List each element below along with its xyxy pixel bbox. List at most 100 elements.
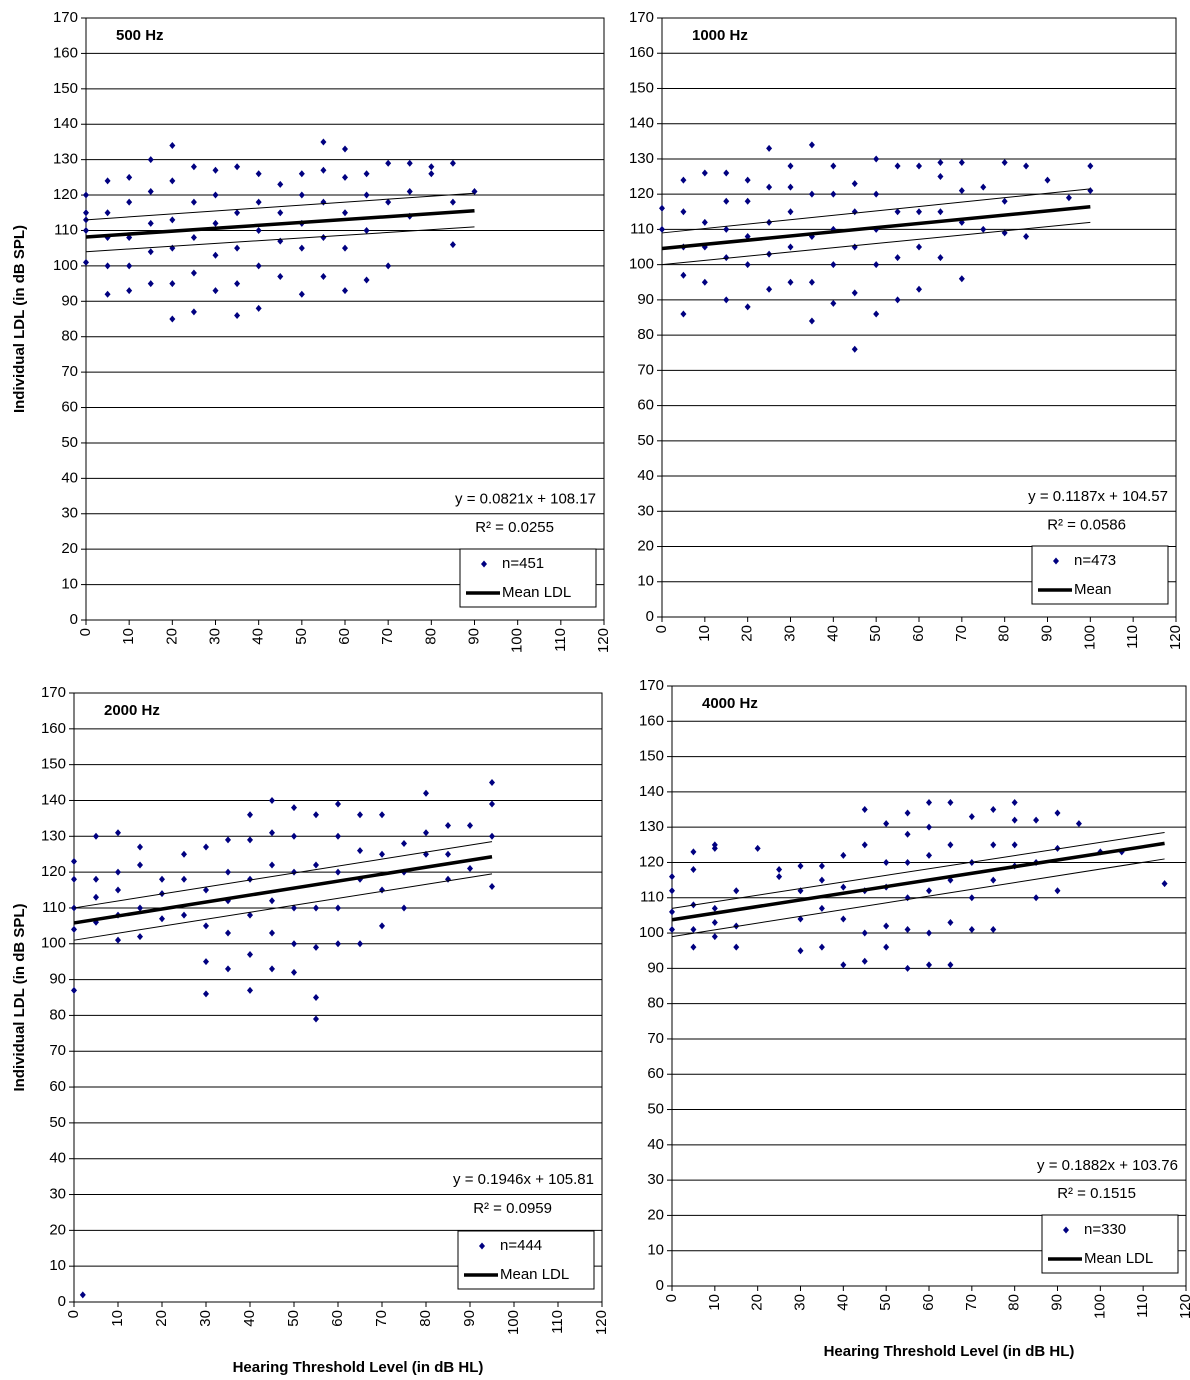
point (269, 965, 275, 973)
point (379, 811, 385, 819)
x-tick-label: 40 (250, 628, 267, 645)
panel-title: 2000 Hz (104, 702, 160, 719)
point (277, 237, 284, 245)
point (225, 965, 231, 973)
point (471, 188, 478, 196)
point (342, 209, 348, 217)
point (808, 317, 815, 325)
point (269, 929, 275, 937)
bound-line (661, 221, 1091, 266)
point (335, 904, 341, 912)
y-tick-label: 90 (647, 959, 664, 976)
point (701, 278, 708, 286)
point (190, 163, 197, 171)
point (1023, 162, 1030, 170)
point (335, 940, 341, 948)
y-tick-label: 170 (41, 684, 66, 701)
point (363, 191, 370, 199)
point (851, 289, 858, 297)
r-squared: R² = 0.1515 (1057, 1185, 1136, 1202)
point (93, 893, 99, 901)
point (980, 183, 987, 191)
point (225, 868, 231, 876)
point (711, 904, 718, 912)
point (926, 798, 932, 806)
point (115, 936, 121, 944)
x-tick-label: 40 (241, 1310, 258, 1327)
point (980, 225, 987, 233)
y-tick-label: 80 (637, 326, 654, 343)
point (1001, 197, 1008, 205)
panel-title: 500 Hz (116, 27, 164, 44)
point (93, 832, 99, 840)
point (840, 883, 847, 891)
point (787, 183, 794, 191)
bound-line (671, 858, 1165, 938)
point (873, 190, 880, 198)
point (71, 875, 77, 883)
point (723, 254, 730, 262)
point (723, 197, 730, 205)
y-tick-label: 100 (53, 257, 78, 274)
y-tick-label: 100 (629, 256, 654, 273)
y-axis-label: Individual LDL (in dB SPL) (11, 225, 28, 413)
point (947, 918, 954, 926)
point (680, 176, 687, 184)
point (342, 173, 348, 181)
plot-frame (671, 685, 1187, 1287)
point (851, 180, 858, 188)
point (169, 315, 176, 323)
point (830, 162, 837, 170)
point (797, 947, 804, 955)
point (379, 886, 385, 894)
point (203, 886, 209, 894)
panel: 0102030405060708090100110120130140150160… (11, 9, 612, 653)
point (766, 183, 773, 191)
y-tick-label: 10 (49, 1257, 66, 1274)
x-tick-label: 120 (593, 1310, 610, 1335)
panel: 0102030405060708090100110120130140150160… (639, 677, 1190, 1360)
point (1054, 809, 1061, 817)
point (711, 933, 718, 941)
point (298, 244, 305, 252)
regression-line (671, 841, 1165, 922)
legend-label: Mean LDL (1084, 1250, 1153, 1267)
point (968, 926, 975, 934)
y-tick-label: 170 (639, 677, 664, 694)
point (291, 940, 297, 948)
point (71, 925, 77, 933)
x-tick-label: 110 (1124, 625, 1141, 649)
point (947, 961, 954, 969)
point (690, 866, 697, 874)
point (1011, 798, 1018, 806)
point (320, 273, 327, 281)
point (83, 209, 89, 217)
x-tick-label: 20 (163, 628, 180, 645)
point (104, 177, 111, 185)
point (181, 850, 187, 858)
point (659, 225, 665, 233)
point (406, 188, 413, 196)
point (744, 197, 751, 205)
y-tick-label: 120 (53, 186, 78, 203)
point (190, 308, 197, 316)
point (947, 798, 954, 806)
legend-label: n=330 (1084, 1221, 1126, 1238)
point (137, 861, 143, 869)
point (147, 156, 154, 164)
point (851, 243, 858, 251)
point (137, 843, 143, 851)
point (830, 261, 837, 269)
point (723, 169, 730, 177)
point (277, 180, 284, 188)
x-tick-label: 0 (77, 628, 94, 636)
y-tick-label: 110 (54, 221, 78, 238)
x-tick-label: 30 (197, 1310, 214, 1327)
point (926, 929, 932, 937)
point (883, 922, 890, 930)
plot-frame (661, 17, 1177, 618)
point (990, 876, 997, 884)
point (916, 243, 922, 251)
point (990, 806, 997, 814)
